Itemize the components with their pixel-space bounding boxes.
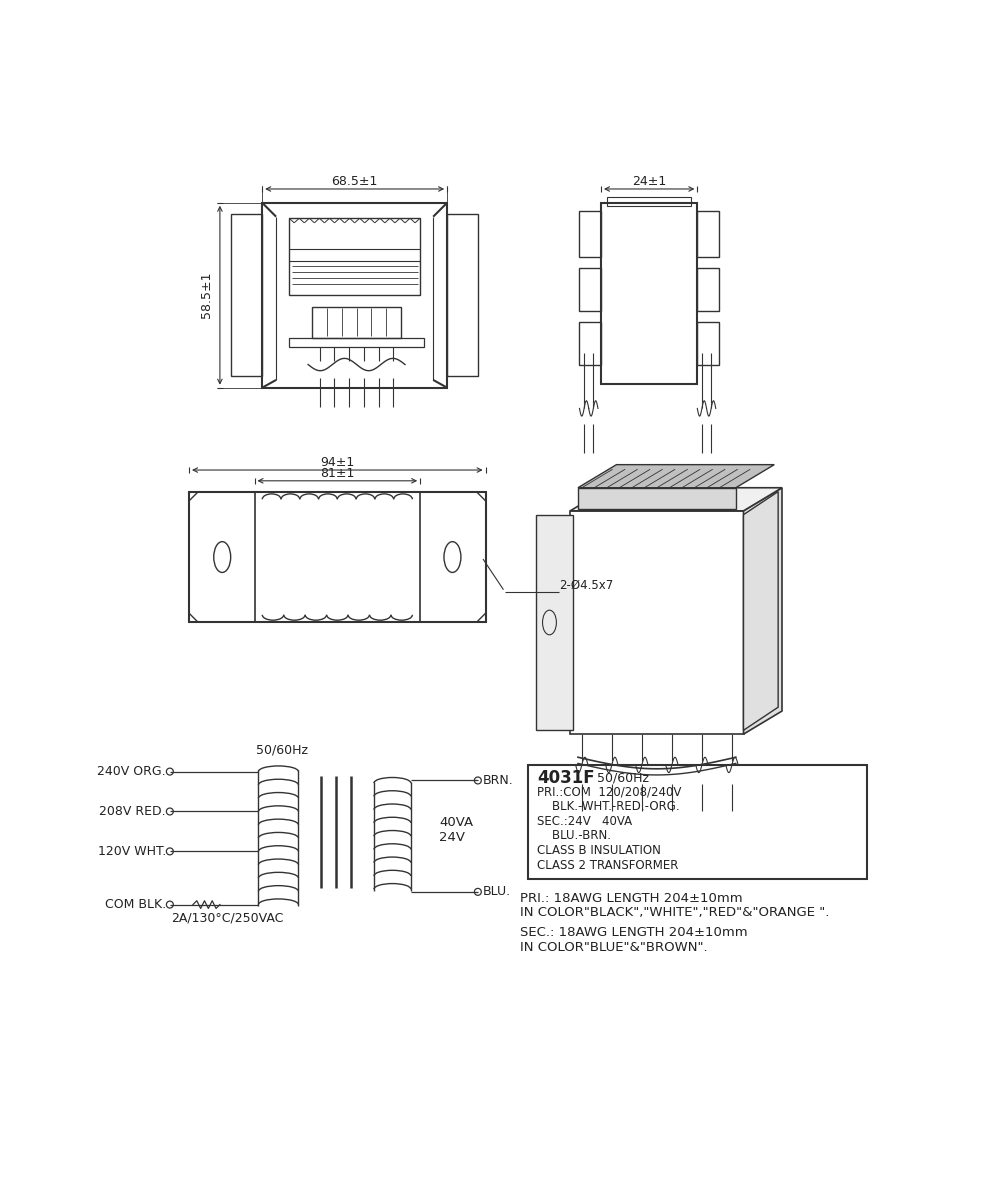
Text: 68.5±1: 68.5±1 — [331, 174, 378, 188]
Bar — [579, 322, 601, 365]
Bar — [189, 492, 486, 623]
Text: SEC.: 18AWG LENGTH 204±10mm: SEC.: 18AWG LENGTH 204±10mm — [520, 926, 748, 939]
Text: BLU.: BLU. — [483, 885, 511, 898]
Text: 24±1: 24±1 — [632, 174, 666, 188]
Bar — [570, 511, 744, 734]
Text: 208V RED.: 208V RED. — [99, 805, 166, 818]
Bar — [262, 202, 447, 387]
Bar — [579, 211, 601, 257]
Text: COM BLK.: COM BLK. — [105, 898, 166, 911]
Text: 4031F: 4031F — [537, 769, 595, 787]
Bar — [578, 487, 736, 510]
Bar — [697, 268, 719, 311]
Text: CLASS 2 TRANSFORMER: CLASS 2 TRANSFORMER — [537, 858, 679, 871]
Bar — [231, 214, 262, 377]
Bar — [536, 514, 573, 730]
Text: 240V ORG.: 240V ORG. — [97, 765, 166, 778]
Text: IN COLOR"BLUE"&"BROWN".: IN COLOR"BLUE"&"BROWN". — [520, 940, 708, 953]
Text: 50/60Hz: 50/60Hz — [597, 772, 649, 785]
Bar — [601, 202, 697, 384]
Polygon shape — [744, 492, 778, 730]
Bar — [289, 338, 424, 347]
Text: 120V WHT.: 120V WHT. — [98, 845, 166, 858]
Text: SEC.:24V   40VA: SEC.:24V 40VA — [537, 814, 632, 827]
Text: PRI.: 18AWG LENGTH 204±10mm: PRI.: 18AWG LENGTH 204±10mm — [520, 892, 743, 905]
Bar — [528, 765, 867, 879]
Text: 2A/130°C/250VAC: 2A/130°C/250VAC — [171, 912, 284, 925]
Bar — [447, 214, 478, 377]
Text: 81±1: 81±1 — [320, 466, 355, 479]
Polygon shape — [744, 487, 782, 734]
Text: CLASS B INSULATION: CLASS B INSULATION — [537, 844, 661, 857]
Bar — [289, 218, 420, 295]
Bar — [579, 268, 601, 311]
Text: IN COLOR"BLACK","WHITE","RED"&"ORANGE ".: IN COLOR"BLACK","WHITE","RED"&"ORANGE ". — [520, 906, 830, 919]
Text: BRN.: BRN. — [483, 774, 514, 787]
Bar — [607, 197, 691, 206]
Text: 2-Ø4.5x7: 2-Ø4.5x7 — [559, 579, 613, 592]
Text: 50/60Hz: 50/60Hz — [256, 743, 308, 756]
Bar — [255, 492, 420, 623]
Text: 94±1: 94±1 — [320, 455, 354, 468]
Text: BLK.-WHT.-RED.-ORG.: BLK.-WHT.-RED.-ORG. — [537, 800, 680, 813]
Text: PRI.:COM  120/208/240V: PRI.:COM 120/208/240V — [537, 785, 682, 798]
Bar — [697, 211, 719, 257]
Text: BLU.-BRN.: BLU.-BRN. — [537, 830, 611, 843]
Text: 40VA
24V: 40VA 24V — [439, 817, 473, 844]
Text: 58.5±1: 58.5±1 — [200, 272, 213, 319]
Polygon shape — [578, 465, 774, 487]
Polygon shape — [570, 487, 782, 511]
Bar — [697, 322, 719, 365]
Bar — [312, 307, 401, 338]
